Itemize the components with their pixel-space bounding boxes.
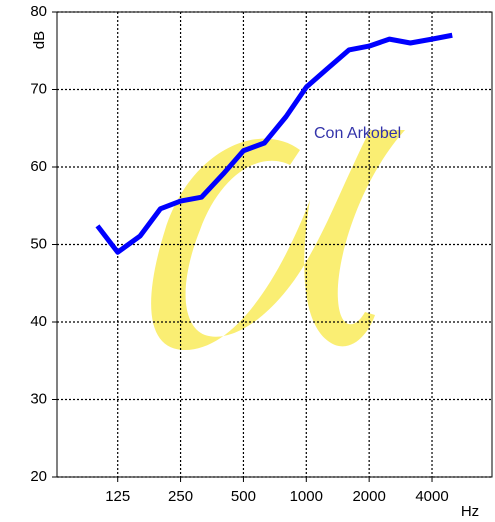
x-tick-label: 4000 [415, 488, 448, 505]
data-line [95, 32, 453, 255]
y-tick-label: 50 [30, 235, 47, 252]
y-tick-label: 20 [30, 468, 47, 485]
x-axis-label: Hz [461, 503, 479, 520]
watermark [151, 130, 405, 350]
x-tick-label: 1000 [290, 488, 323, 505]
y-tick-label: 60 [30, 158, 47, 175]
y-tick-label: 30 [30, 390, 47, 407]
y-tick-label: 80 [30, 3, 47, 20]
series-label: Con Arkobel [314, 125, 401, 142]
x-tick-label: 500 [231, 488, 256, 505]
y-tick-label: 40 [30, 313, 47, 330]
x-tick-label: 250 [168, 488, 193, 505]
x-tick-label: 125 [105, 488, 130, 505]
y-axis-label: dB [31, 31, 48, 49]
y-tick-label: 70 [30, 80, 47, 97]
x-tick-label: 2000 [352, 488, 385, 505]
